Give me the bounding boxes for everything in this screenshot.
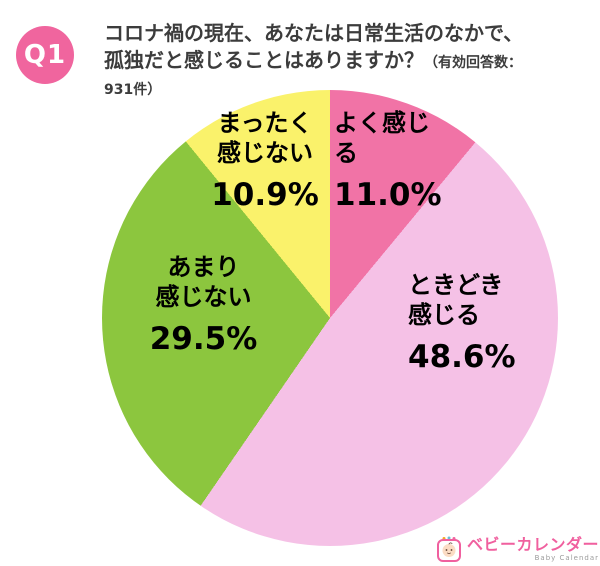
slice-percent: 11.0% — [334, 177, 442, 213]
slice-percent: 29.5% — [149, 321, 258, 357]
slice-percent: 10.9% — [211, 177, 319, 213]
slice-percent: 48.6% — [408, 339, 516, 375]
chart-title: コロナ禍の現在、あなたは日常生活のなかで、孤独だと感じることはありますか？（有効… — [104, 20, 540, 101]
slice-label-yoku-kanjiru: よく感じる 11.0% — [334, 108, 484, 215]
baby-calendar-icon — [437, 536, 461, 562]
brand-name: ベビーカレンダー — [467, 535, 600, 554]
slice-label-mattaku-kanjinai: まったく 感じない 10.9% — [190, 108, 340, 215]
chart-title-note: （有効回答数：931件） — [104, 55, 522, 98]
pie-chart — [102, 90, 558, 546]
question-badge: Q1 — [16, 26, 74, 84]
brand-subtext: Baby Calendar — [534, 553, 600, 562]
slice-label-text: あまり 感じない — [155, 253, 252, 311]
slice-label-tokidoki-kanjiru: ときどき 感じる 48.6% — [408, 270, 573, 377]
slice-label-amari-kanjinai: あまり 感じない 29.5% — [126, 252, 281, 359]
slice-label-text: ときどき 感じる — [408, 271, 504, 329]
brand-logo: ベビーカレンダー Baby Calendar — [436, 536, 599, 562]
slice-label-text: まったく 感じない — [217, 109, 313, 167]
slice-label-text: よく感じる — [334, 109, 430, 167]
chart-title-text: コロナ禍の現在、あなたは日常生活のなかで、孤独だと感じることはありますか？ — [104, 21, 524, 72]
